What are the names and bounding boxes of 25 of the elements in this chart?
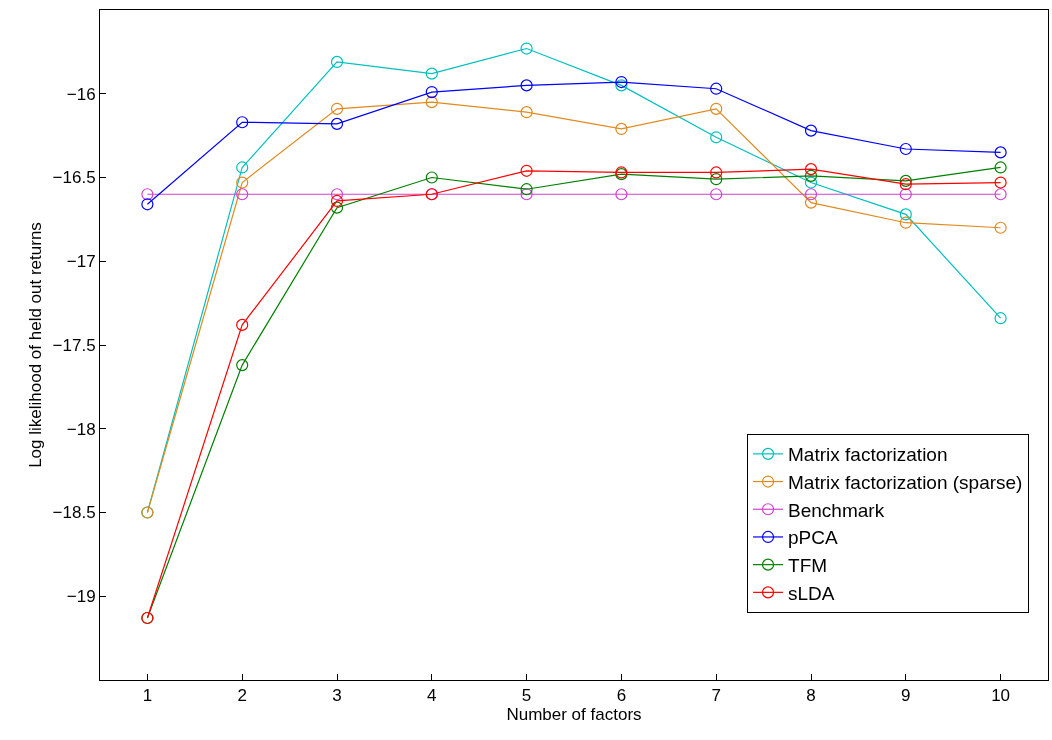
y-tick-label: −18.5 <box>52 503 96 523</box>
x-tick-label: 5 <box>521 686 532 706</box>
y-axis-title: Log likelihood of held out returns <box>26 222 46 468</box>
legend-label: Benchmark <box>788 499 885 521</box>
y-tick-label: −19 <box>66 587 96 607</box>
x-tick-label: 8 <box>806 686 816 706</box>
x-tick-label: 6 <box>616 686 627 706</box>
x-tick-label: 3 <box>332 686 342 706</box>
y-tick-label: −17.5 <box>52 335 96 355</box>
x-tick-label: 10 <box>991 686 1011 706</box>
legend-label: TFM <box>788 555 828 577</box>
legend-label: Matrix factorization (sparse) <box>788 471 1023 493</box>
x-tick-label: 4 <box>427 686 437 706</box>
x-tick-label: 2 <box>237 686 247 706</box>
x-tick-label: 9 <box>901 686 911 706</box>
legend-label: Matrix factorization <box>788 444 948 466</box>
x-axis-title: Number of factors <box>506 705 642 725</box>
y-tick-label: −16.5 <box>52 168 96 188</box>
y-tick-label: −17 <box>66 252 96 272</box>
x-tick-label: 7 <box>711 686 721 706</box>
legend-label: sLDA <box>788 582 835 604</box>
x-tick-label: 1 <box>142 686 153 706</box>
y-tick-label: −16 <box>66 84 96 104</box>
legend-label: pPCA <box>788 527 838 549</box>
y-tick-label: −18 <box>66 419 96 439</box>
